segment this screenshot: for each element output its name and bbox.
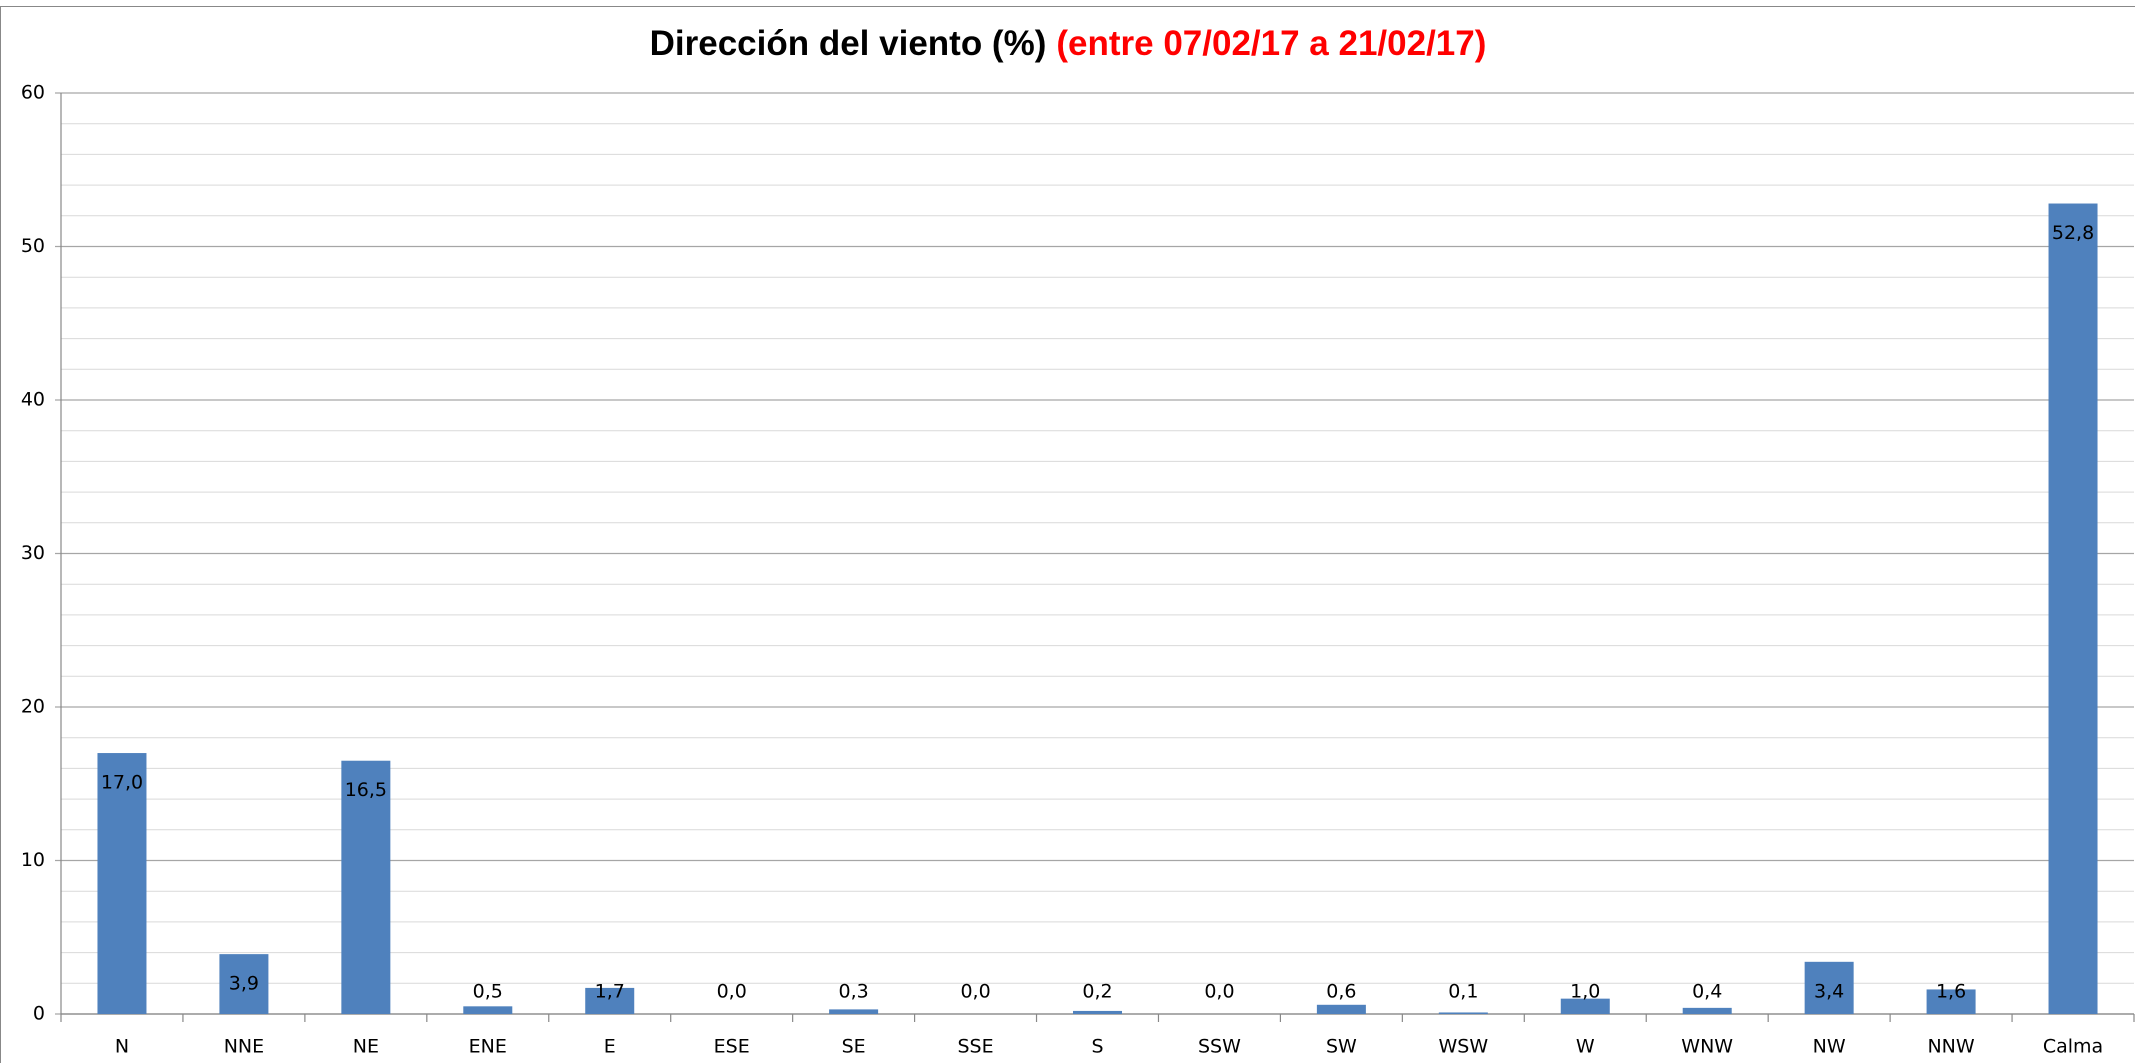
bar xyxy=(1926,989,1976,1014)
bar xyxy=(463,1006,513,1014)
x-tick-label: SSW xyxy=(1198,1036,1241,1058)
value-label: 0,0 xyxy=(1204,981,1234,1003)
bar xyxy=(341,760,391,1014)
value-label: 3,9 xyxy=(229,973,259,995)
chart-frame xyxy=(0,6,2135,1063)
value-label: 1,0 xyxy=(1570,981,1600,1003)
value-label: 0,0 xyxy=(960,981,990,1003)
value-label: 0,6 xyxy=(1326,981,1356,1003)
y-tick-label: 40 xyxy=(21,389,45,411)
x-tick-label: ESE xyxy=(714,1036,750,1058)
x-tick-label: Calma xyxy=(2043,1036,2103,1058)
bar xyxy=(219,954,269,1014)
bar xyxy=(97,753,147,1014)
x-tick-label: ENE xyxy=(469,1036,507,1058)
bar xyxy=(829,1009,879,1014)
x-tick-label: S xyxy=(1091,1036,1103,1058)
value-label: 0,3 xyxy=(839,981,869,1003)
chart-title: Dirección del viento (%) xyxy=(650,24,1047,63)
y-tick-label: 30 xyxy=(21,542,45,564)
chart-subtitle: (entre 07/02/17 a 21/02/17) xyxy=(1056,24,1486,63)
value-label: 1,7 xyxy=(595,981,625,1003)
value-label: 0,1 xyxy=(1448,981,1478,1003)
value-label: 17,0 xyxy=(101,772,143,794)
value-label: 0,5 xyxy=(473,981,503,1003)
x-tick-label: E xyxy=(604,1036,616,1058)
x-tick-label: SSE xyxy=(957,1036,993,1058)
y-tick-label: 50 xyxy=(21,235,45,257)
x-tick-label: SE xyxy=(842,1036,866,1058)
x-tick-label: SW xyxy=(1326,1036,1357,1058)
bar xyxy=(1682,1007,1732,1014)
value-label: 52,8 xyxy=(2052,222,2094,244)
value-label: 0,4 xyxy=(1692,981,1722,1003)
bar xyxy=(1073,1010,1122,1014)
bar xyxy=(1560,998,1610,1014)
x-tick-label: N xyxy=(115,1036,129,1058)
bar xyxy=(2048,203,2098,1014)
x-tick-label: NE xyxy=(353,1036,379,1058)
value-label: 0,0 xyxy=(717,981,747,1003)
value-label: 3,4 xyxy=(1814,980,1844,1002)
y-tick-label: 0 xyxy=(33,1003,45,1025)
value-label: 0,2 xyxy=(1082,981,1112,1003)
bar xyxy=(1804,961,1854,1014)
bar xyxy=(1316,1004,1366,1014)
x-tick-label: WNW xyxy=(1681,1036,1733,1058)
bar xyxy=(585,987,635,1014)
x-tick-label: W xyxy=(1576,1036,1595,1058)
x-tick-label: NNW xyxy=(1927,1036,1974,1058)
y-tick-label: 10 xyxy=(21,849,45,871)
chart-title-block: Dirección del viento (%) (entre 07/02/17 … xyxy=(650,24,1487,63)
y-tick-label: 60 xyxy=(21,82,45,104)
y-tick-label: 20 xyxy=(21,696,45,718)
bar xyxy=(1438,1012,1488,1014)
x-tick-label: NNE xyxy=(224,1036,264,1058)
x-tick-label: WSW xyxy=(1439,1036,1489,1058)
value-label: 1,6 xyxy=(1936,981,1966,1003)
value-label: 16,5 xyxy=(345,779,387,801)
x-tick-label: NW xyxy=(1813,1036,1846,1058)
